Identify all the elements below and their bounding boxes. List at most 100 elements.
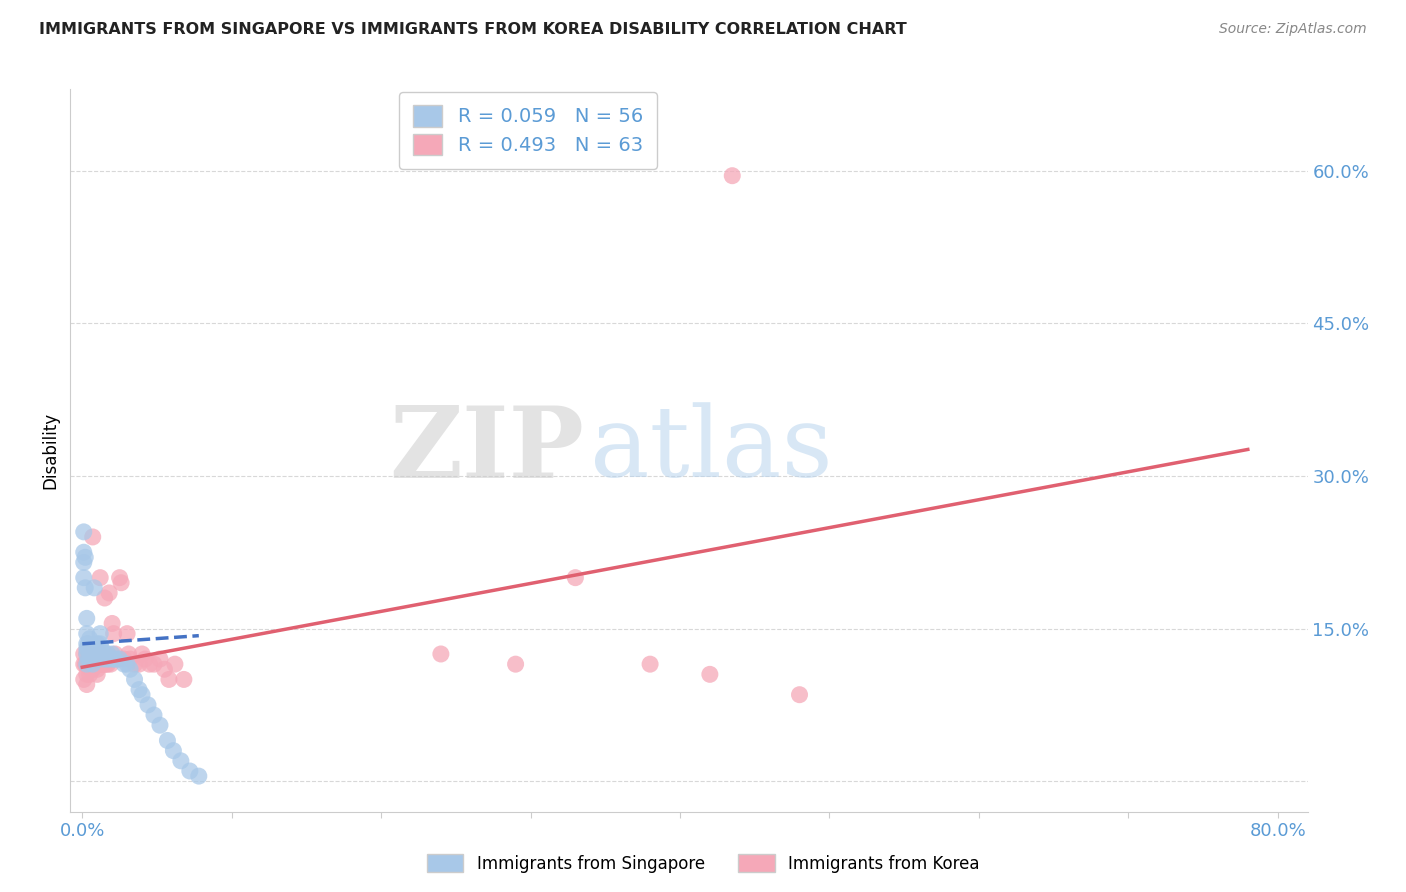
Point (76, 647, 98, 661)
Point (112, 657, 135, 672)
Point (564, 571, 586, 585)
Point (80, 652, 103, 666)
Point (93, 591, 115, 605)
Point (103, 626, 125, 640)
Point (156, 733, 179, 747)
Point (87, 657, 110, 672)
Point (101, 647, 124, 661)
Point (73, 571, 96, 585)
Point (110, 575, 132, 590)
Point (107, 652, 129, 666)
Text: atlas: atlas (591, 402, 832, 499)
Point (73, 545, 96, 559)
Point (73, 647, 96, 661)
Point (108, 571, 131, 585)
Point (136, 698, 159, 712)
Point (187, 769, 209, 783)
Point (115, 626, 138, 640)
Point (149, 718, 172, 732)
Point (93, 657, 115, 672)
Point (86, 652, 108, 666)
Point (163, 657, 186, 672)
Point (76, 657, 98, 672)
Point (79, 667, 101, 681)
Point (86, 657, 108, 672)
Point (73, 673, 96, 687)
Point (96, 652, 118, 666)
Point (76, 611, 98, 625)
Point (86, 667, 108, 681)
Point (98, 652, 121, 666)
Point (79, 652, 101, 666)
Point (89, 626, 111, 640)
Point (89, 647, 111, 661)
Point (82, 647, 104, 661)
Point (90, 657, 112, 672)
Point (124, 673, 146, 687)
Point (90, 647, 112, 661)
Point (76, 677, 98, 691)
Point (143, 708, 166, 723)
Point (82, 641, 104, 656)
Point (76, 647, 98, 661)
Point (80, 641, 103, 656)
Point (90, 641, 112, 656)
Point (721, 169, 744, 183)
Y-axis label: Disability: Disability (41, 412, 59, 489)
Point (93, 647, 115, 661)
Point (128, 657, 150, 672)
Point (112, 652, 135, 666)
Point (170, 754, 193, 768)
Point (84, 652, 107, 666)
Point (79, 647, 101, 661)
Point (86, 641, 108, 656)
Legend: Immigrants from Singapore, Immigrants from Korea: Immigrants from Singapore, Immigrants fr… (420, 847, 986, 880)
Point (73, 555, 96, 569)
Point (73, 524, 96, 539)
Point (89, 637, 111, 651)
Point (76, 667, 98, 681)
Point (89, 571, 111, 585)
Point (73, 657, 96, 672)
Point (143, 657, 166, 672)
Point (104, 647, 127, 661)
Point (699, 667, 721, 681)
Text: ZIP: ZIP (389, 402, 583, 499)
Point (93, 652, 115, 666)
Point (82, 530, 104, 544)
Point (103, 652, 125, 666)
Point (638, 657, 661, 672)
Point (104, 652, 127, 666)
Point (82, 657, 104, 672)
Point (79, 657, 101, 672)
Point (134, 652, 156, 666)
Point (505, 657, 527, 672)
Point (76, 637, 98, 651)
Point (120, 662, 142, 676)
Point (97, 657, 120, 672)
Point (124, 657, 146, 672)
Point (86, 662, 108, 676)
Point (83, 657, 105, 672)
Point (115, 657, 138, 672)
Text: Source: ZipAtlas.com: Source: ZipAtlas.com (1219, 22, 1367, 37)
Point (84, 657, 107, 672)
Point (76, 626, 98, 640)
Point (76, 641, 98, 656)
Legend: R = 0.059   N = 56, R = 0.493   N = 63: R = 0.059 N = 56, R = 0.493 N = 63 (399, 92, 657, 169)
Point (87, 647, 110, 661)
Point (430, 647, 453, 661)
Point (108, 652, 131, 666)
Point (77, 641, 100, 656)
Point (98, 652, 121, 666)
Point (79, 641, 101, 656)
Point (83, 581, 105, 595)
Point (80, 657, 103, 672)
Point (138, 657, 160, 672)
Point (76, 657, 98, 672)
Point (789, 688, 811, 702)
Point (75, 581, 97, 595)
Point (117, 647, 139, 661)
Point (82, 662, 104, 676)
Point (131, 647, 153, 661)
